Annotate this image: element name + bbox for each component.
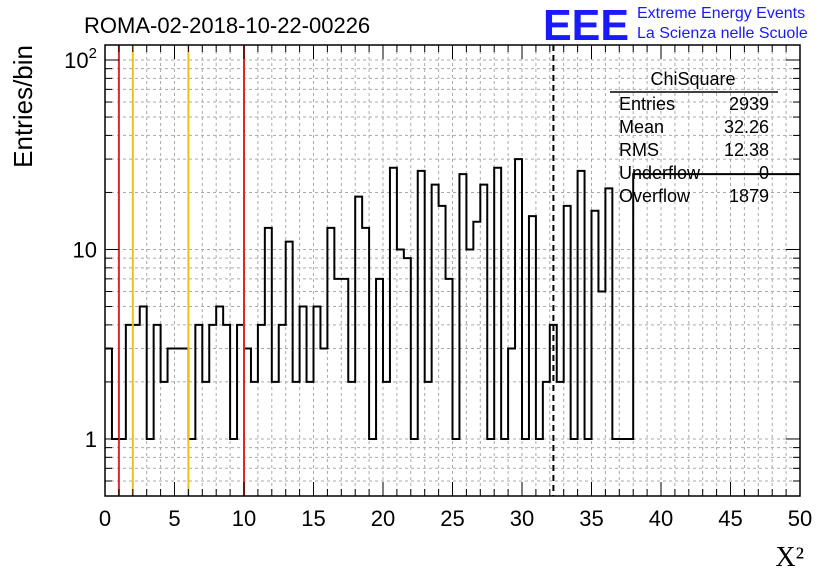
- logo-mark: EEE: [543, 1, 629, 50]
- stats-label: Mean: [619, 117, 664, 137]
- grid-lines: [105, 45, 800, 496]
- stats-rows: Entries 2939 Mean 32.26 RMS 12.38 Underflow 0 Ov…: [619, 94, 769, 206]
- stats-title: ChiSquare: [650, 69, 735, 89]
- logo-line-2: La Scienza nelle Scuole: [637, 25, 808, 42]
- stats-label: Overflow: [619, 186, 691, 206]
- chart-title: ROMA-02-2018-10-22-00226: [84, 13, 370, 38]
- eee-logo: EEE Extreme Energy Events La Scienza nel…: [543, 1, 808, 50]
- x-tick-label: 25: [440, 506, 464, 531]
- reference-lines: [117, 45, 555, 496]
- stats-value: 12.38: [724, 140, 769, 160]
- x-tick-label: 45: [718, 506, 742, 531]
- y-tick-label: 1: [85, 427, 97, 452]
- stats-label: Underflow: [619, 163, 701, 183]
- x-tick-label: 40: [649, 506, 673, 531]
- stats-value: 1879: [729, 186, 769, 206]
- histogram-line: [105, 158, 800, 440]
- stats-label: Entries: [619, 94, 675, 114]
- stats-box: ChiSquare Entries 2939 Mean 32.26 RMS 12.38 Un…: [610, 69, 778, 206]
- y-axis-label: Entries/bin: [8, 45, 38, 168]
- logo-line-1: Extreme Energy Events: [637, 5, 805, 22]
- stats-label: RMS: [619, 140, 659, 160]
- x-tick-label: 0: [99, 506, 111, 531]
- y-tick-label: 102: [64, 45, 97, 73]
- histogram: [105, 158, 800, 440]
- y-tick-label: 10: [73, 237, 97, 262]
- axis-ticks: 0 5 10 15 20 25 30 35 40 45 50 1 10 102: [64, 45, 812, 531]
- x-tick-label: 20: [371, 506, 395, 531]
- x-tick-label: 15: [301, 506, 325, 531]
- x-tick-label: 5: [168, 506, 180, 531]
- stats-value: 32.26: [724, 117, 769, 137]
- stats-value: 2939: [729, 94, 769, 114]
- x-tick-label: 50: [788, 506, 812, 531]
- stats-value: 0: [759, 163, 769, 183]
- x-tick-label: 35: [579, 506, 603, 531]
- x-axis-label: X²: [775, 542, 804, 572]
- x-tick-label: 30: [510, 506, 534, 531]
- x-tick-label: 10: [232, 506, 256, 531]
